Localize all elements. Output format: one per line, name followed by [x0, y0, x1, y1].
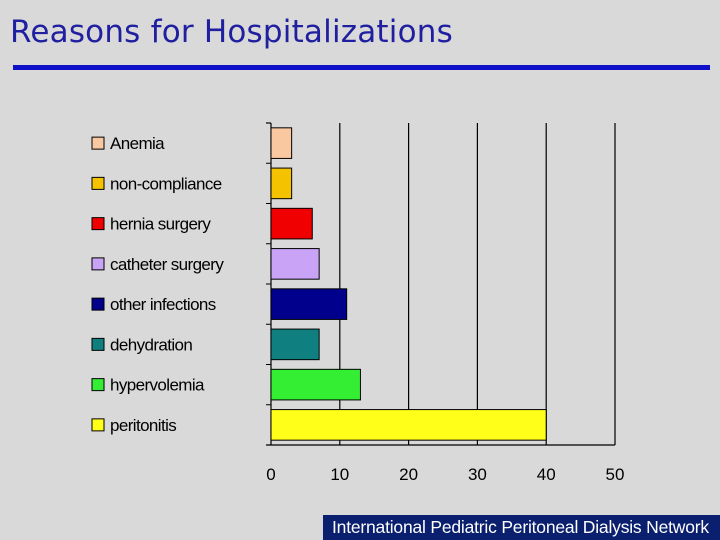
legend-swatch-hypervolemia: [91, 378, 105, 392]
legend-swatch-non-compliance: [91, 176, 105, 190]
x-tick-label: 20: [399, 465, 418, 484]
bar-hypervolemia: [270, 368, 361, 401]
x-tick-label: 40: [537, 465, 556, 484]
slide-title: Reasons for Hospitalizations: [10, 14, 453, 50]
legend-label: non-compliance: [110, 174, 222, 193]
bar-peritonitis: [270, 409, 547, 441]
legend-label: hypervolemia: [110, 376, 205, 395]
bar-dehydration: [270, 328, 320, 361]
legend-label: dehydration: [110, 335, 192, 354]
footer-banner: International Pediatric Peritoneal Dialy…: [323, 515, 720, 540]
x-tick-label: 30: [468, 465, 487, 484]
bar-non-compliance: [270, 167, 293, 200]
legend-swatch-dehydration: [91, 337, 105, 351]
legend-label: hernia surgery: [110, 215, 211, 234]
x-tick-label: 10: [330, 465, 349, 484]
legend-label: other infections: [110, 295, 216, 314]
x-tick-label: 0: [266, 465, 275, 484]
legend-swatch-anemia: [91, 136, 105, 150]
bar-anemia: [270, 127, 293, 159]
chart-legend: Anemia non-compliance hernia surgery cathet…: [91, 134, 225, 435]
legend-swatch-hernia-surgery: [91, 217, 105, 231]
legend-label: catheter surgery: [110, 255, 224, 274]
bar-hernia-surgery: [270, 207, 313, 240]
legend-label: Anemia: [110, 134, 165, 153]
title-rule: [13, 65, 710, 70]
bar-catheter-surgery: [270, 248, 320, 280]
legend-label: peritonitis: [110, 416, 176, 435]
legend-swatch-catheter-surgery: [91, 257, 105, 271]
chart-plot-area: 0 10 20 30 40 50: [266, 122, 625, 484]
x-tick-label: 50: [606, 465, 625, 484]
legend-swatch-other-infections: [91, 297, 105, 311]
legend-swatch-peritonitis: [91, 418, 105, 432]
bar-other-infections: [270, 288, 348, 320]
